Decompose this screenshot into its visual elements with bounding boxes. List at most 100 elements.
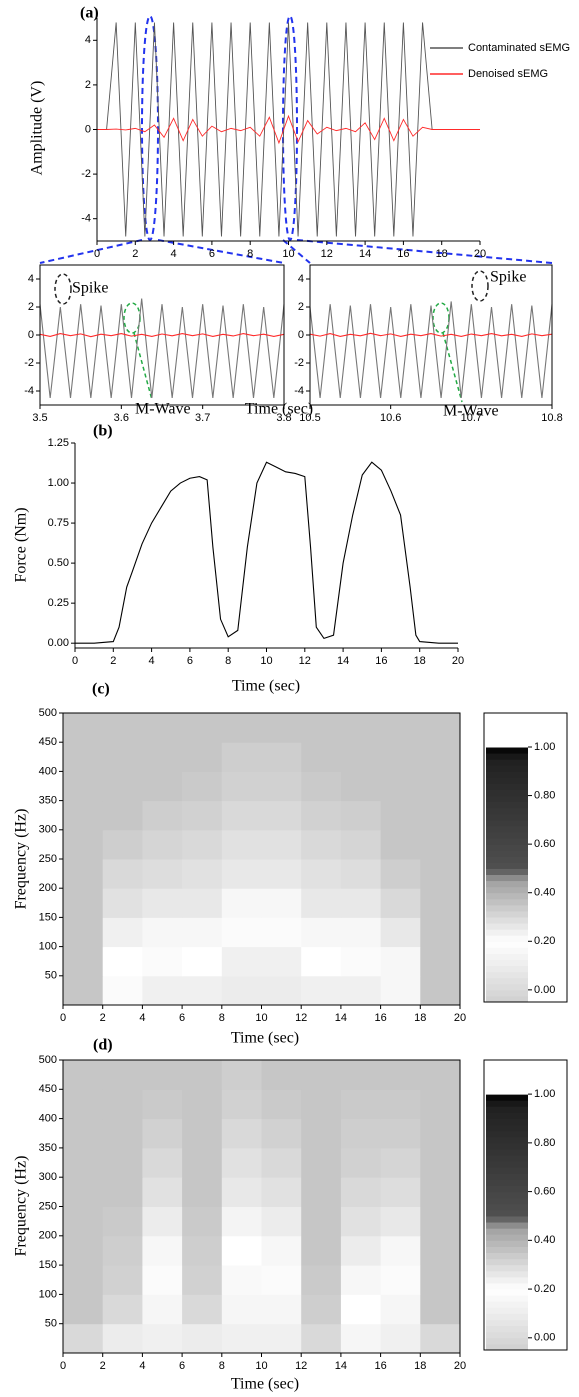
x-tick-label: 8 [225, 655, 231, 667]
heat-cell [102, 1147, 143, 1178]
x-tick-label: 0 [94, 248, 100, 260]
heat-cell [63, 829, 104, 860]
y-tick-label: 0.25 [48, 597, 69, 609]
heat-cell [142, 1235, 183, 1266]
colorbar-swatch [486, 1063, 528, 1071]
heat-cell [102, 800, 143, 831]
panel-label: (b) [93, 423, 113, 440]
colorbar-swatch [486, 1313, 528, 1321]
colorbar-swatch [486, 713, 528, 718]
heat-cell [420, 1177, 461, 1207]
heat-cell [340, 1294, 382, 1325]
x-tick-label: 6 [209, 248, 215, 260]
heat-cell [102, 713, 143, 743]
heat-cell [340, 917, 382, 948]
heat-cell [380, 1060, 421, 1090]
y-tick-label: 50 [45, 970, 57, 982]
annotation: M-Wave [443, 403, 499, 420]
colorbar-swatch [486, 807, 528, 815]
heat-cell [63, 946, 104, 977]
x-tick-label: 10.6 [380, 412, 401, 424]
heat-cell [142, 1206, 183, 1237]
heat-cell [142, 829, 183, 860]
heat-cell [301, 1177, 342, 1207]
colorbar-swatch [486, 1191, 528, 1199]
data-line [97, 22, 480, 237]
heat-cell [261, 1265, 302, 1295]
heat-cell [420, 1265, 461, 1295]
heat-cell [261, 946, 302, 977]
colorbar-swatch [486, 941, 528, 948]
colorbar-tick-label: 0.20 [534, 935, 555, 947]
heat-cell [301, 888, 342, 918]
heat-cell [142, 800, 183, 831]
heat-cell [261, 713, 302, 743]
colorbar-swatch [486, 959, 528, 967]
y-tick-label: 200 [39, 882, 57, 894]
heat-cell [142, 946, 183, 977]
colorbar-tick-label: 0.60 [534, 1186, 555, 1198]
heat-cell [182, 742, 223, 772]
y-tick-label: 100 [39, 1288, 57, 1300]
heat-cell [420, 975, 461, 1006]
heat-cell [380, 1235, 421, 1266]
colorbar-swatch [486, 1100, 528, 1107]
y-tick-label: 4 [28, 273, 34, 285]
heat-cell [340, 1060, 382, 1090]
y-tick-label: 450 [39, 736, 57, 748]
heat-cell [261, 742, 302, 772]
heat-cell [340, 1118, 382, 1149]
y-tick-label: 250 [39, 1200, 57, 1212]
heat-cell [380, 1323, 421, 1354]
heat-cell [102, 1265, 143, 1295]
heat-cell [301, 1206, 342, 1237]
heat-cell [221, 713, 262, 743]
heat-cell [63, 1206, 104, 1237]
heat-cell [63, 1089, 104, 1120]
heat-cell [380, 1177, 421, 1207]
panel-label: (a) [80, 5, 99, 22]
x-tick-label: 20 [452, 655, 464, 667]
heat-cell [420, 742, 461, 772]
heat-cell [301, 1118, 342, 1149]
x-tick-label: 2 [100, 1012, 106, 1024]
colorbar-swatch [486, 740, 528, 748]
x-tick-label: 8 [219, 1360, 225, 1372]
heat-cell [221, 829, 262, 860]
heat-cell [420, 1235, 461, 1266]
heat-cell [182, 859, 223, 889]
y-tick-label: 350 [39, 1142, 57, 1154]
colorbar-swatch [486, 722, 528, 730]
colorbar-swatch [486, 1081, 528, 1089]
heat-cell [340, 800, 382, 831]
y-tick-label: -2 [294, 357, 304, 369]
colorbar-swatch [486, 995, 528, 1003]
colorbar-swatch [486, 1258, 528, 1266]
heat-cell [182, 1323, 223, 1354]
x-tick-label: 20 [454, 1012, 466, 1024]
heat-cell [261, 1235, 302, 1266]
colorbar-swatch [486, 1124, 528, 1132]
heat-cell [301, 1235, 342, 1266]
heat-cell [182, 1089, 223, 1120]
x-tick-label: 12 [295, 1012, 307, 1024]
x-tick-label: 3.6 [114, 412, 129, 424]
zoom-guides [39, 15, 553, 264]
annotation: M-Wave [135, 401, 191, 418]
colorbar-swatch [486, 1343, 528, 1351]
colorbar-tick-label: 0.40 [534, 887, 555, 899]
heat-cell [102, 975, 143, 1006]
x-tick-label: 16 [375, 655, 387, 667]
heat-cell [102, 1089, 143, 1120]
heat-cell [142, 859, 183, 889]
heat-cell [63, 800, 104, 831]
heat-cell [182, 917, 223, 948]
colorbar-swatch [486, 1075, 528, 1083]
heat-cell [142, 713, 183, 743]
colorbar-swatch [486, 819, 528, 827]
data-line [39, 333, 285, 338]
heat-cell [182, 713, 223, 743]
heat-cell [340, 829, 382, 860]
x-tick-label: 10 [282, 248, 294, 260]
panel-label: (c) [92, 681, 110, 698]
